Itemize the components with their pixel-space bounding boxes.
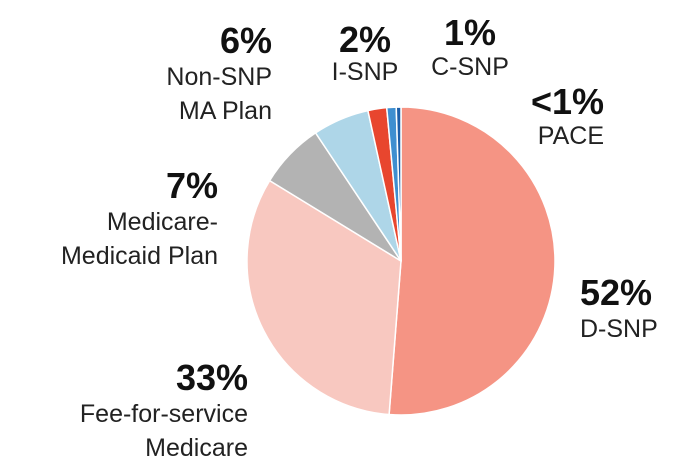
pie-slices bbox=[246, 106, 556, 416]
slice-category-label: I-SNP bbox=[332, 58, 399, 86]
slice-category-label: Medicare- bbox=[107, 208, 218, 236]
slice-label-group: 1%C-SNP bbox=[431, 12, 509, 81]
slice-label-group: 6%Non-SNP MA Plan bbox=[166, 20, 272, 125]
slice-category-label: D-SNP bbox=[580, 315, 658, 343]
slice-percent-label: 1% bbox=[444, 12, 496, 53]
slice-category-label: PACE bbox=[538, 122, 604, 150]
slice-label-group: 2%I-SNP bbox=[332, 19, 399, 86]
pie-slice-d-snp bbox=[388, 106, 556, 416]
slice-percent-label: 2% bbox=[339, 19, 391, 60]
slice-label-group: 7%Medicare- Medicaid Plan bbox=[61, 165, 218, 270]
slice-category-label: Fee-for-service bbox=[80, 400, 248, 428]
slice-percent-label: <1% bbox=[531, 81, 604, 122]
slice-category-label: Medicare bbox=[145, 434, 248, 462]
pie-slice-pace bbox=[395, 106, 402, 262]
slice-label-group: 52%D-SNP bbox=[580, 272, 658, 343]
slice-percent-label: 52% bbox=[580, 272, 652, 313]
slice-label-group: <1%PACE bbox=[531, 81, 604, 150]
pie-slice-fee-for-service-medicare bbox=[246, 179, 402, 416]
slice-percent-label: 6% bbox=[220, 20, 272, 61]
slice-label-group: 33%Fee-for-service Medicare bbox=[80, 357, 248, 462]
slice-category-label: Medicaid Plan bbox=[61, 242, 218, 270]
slice-category-label: C-SNP bbox=[431, 53, 509, 81]
slice-category-label: Non-SNP bbox=[166, 63, 272, 91]
slice-category-label: MA Plan bbox=[179, 97, 272, 125]
slice-percent-label: 33% bbox=[176, 357, 248, 398]
pie-labels: 52%D-SNP33%Fee-for-serviceMedicare7%Medi… bbox=[61, 12, 658, 462]
slice-percent-label: 7% bbox=[166, 165, 218, 206]
